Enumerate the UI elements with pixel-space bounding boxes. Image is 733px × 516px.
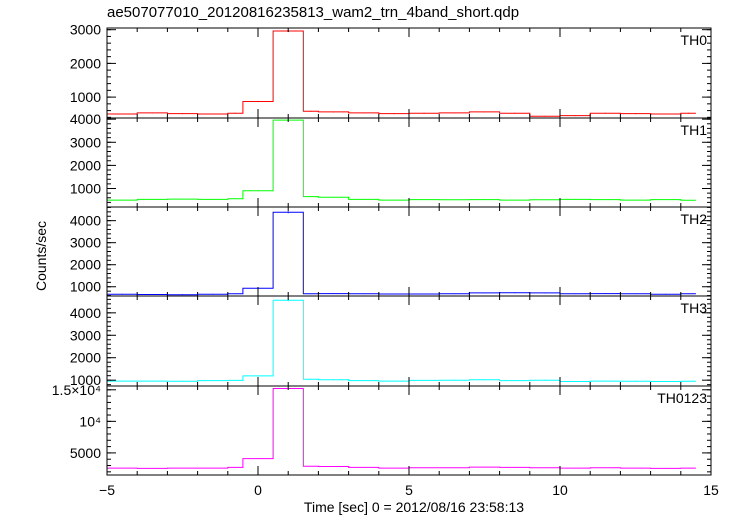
panel-th3: 1000 2000 3000 4000 TH3 — [70, 295, 712, 388]
panel-th0123: 5000 10⁴ 1.5×10⁴ TH0123 — [52, 382, 712, 476]
x-tick-label: 5 — [405, 482, 413, 498]
y-tick-label: 2000 — [70, 350, 101, 366]
y-axis-label: Counts/sec — [33, 221, 49, 291]
y-tick-label: 4000 — [70, 305, 101, 321]
panel-frame — [106, 295, 712, 387]
y-tick-label: 3000 — [70, 327, 101, 343]
series-line-th1 — [107, 119, 696, 201]
y-tick-label: 5000 — [70, 445, 101, 461]
panel-label-th2: TH2 — [681, 211, 708, 227]
panels-group: 1000 2000 3000 TH0 1000 2000 3000 4000 TH1 1000 20… — [52, 22, 712, 476]
y-tick-label: 1000 — [70, 279, 101, 295]
x-axis-label: Time [sec] 0 = 2012/08/16 23:58:13 — [304, 499, 524, 515]
y-tick-label: 4000 — [70, 111, 101, 127]
y-tick-label: 2000 — [70, 157, 101, 173]
y-tick-label: 3000 — [70, 134, 101, 150]
y-tick-label: 10⁴ — [79, 413, 101, 429]
panel-frame — [106, 27, 712, 119]
panel-frame — [106, 385, 712, 476]
panel-th0: 1000 2000 3000 TH0 — [70, 22, 712, 119]
x-axis: −5 0 5 10 15 — [99, 482, 719, 498]
panel-label-th0123: TH0123 — [657, 390, 707, 406]
panel-th2: 1000 2000 3000 4000 TH2 — [70, 206, 712, 297]
y-tick-label: 1000 — [70, 89, 101, 105]
y-tick-label: 1.5×10⁴ — [52, 382, 101, 398]
series-line-th3 — [107, 299, 696, 382]
x-tick-label: 10 — [552, 482, 568, 498]
y-tick-label: 3000 — [70, 22, 101, 38]
x-tick-label: 15 — [703, 482, 719, 498]
panel-frame — [106, 206, 712, 297]
panel-label-th3: TH3 — [681, 300, 708, 316]
panel-frame — [106, 117, 712, 208]
panel-th1: 1000 2000 3000 4000 TH1 — [70, 111, 712, 208]
y-tick-label: 1000 — [70, 181, 101, 197]
x-tick-label: −5 — [99, 482, 115, 498]
panel-label-th0: TH0 — [681, 32, 708, 48]
y-tick-label: 2000 — [70, 257, 101, 273]
series-line-th0 — [107, 30, 696, 117]
chart-title: ae507077010_20120816235813_wam2_trn_4ban… — [107, 4, 519, 21]
series-line-th0123 — [107, 388, 696, 469]
y-tick-label: 4000 — [70, 213, 101, 229]
y-tick-label: 2000 — [70, 55, 101, 71]
y-tick-label: 1000 — [70, 372, 101, 388]
series-line-th2 — [107, 211, 696, 296]
x-tick-label: 0 — [254, 482, 262, 498]
panel-label-th1: TH1 — [681, 122, 708, 138]
y-tick-label: 3000 — [70, 235, 101, 251]
